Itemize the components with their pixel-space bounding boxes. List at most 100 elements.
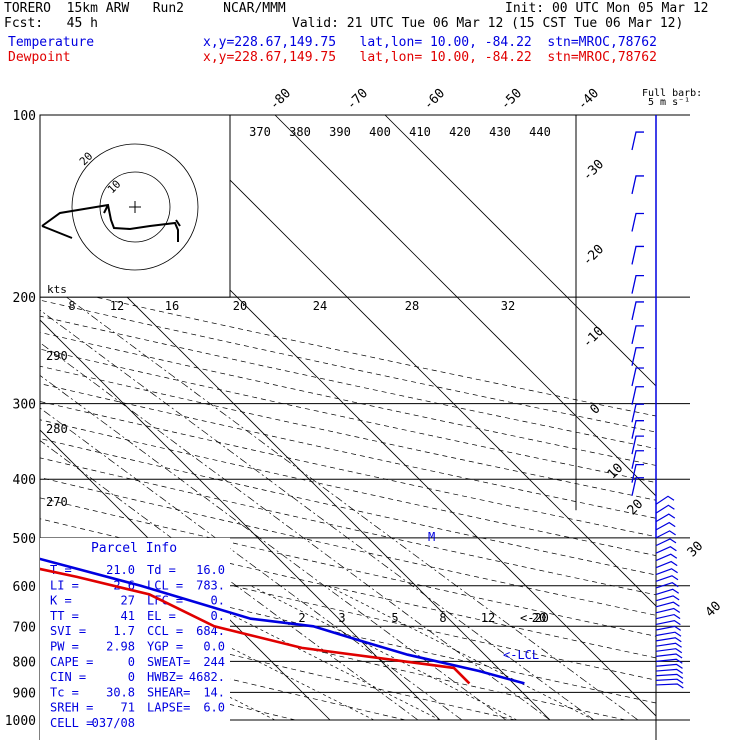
parcel-value: 27 [121,594,135,608]
hodograph-ring [71,143,199,271]
wind-barb [631,347,644,366]
adiabat-label: 280 [46,422,68,436]
adiabat-label: 410 [409,125,431,139]
dry-adiabat [40,284,656,417]
pressure-label: 200 [13,291,36,306]
forecast-hour: Fcst: 45 h [4,16,98,31]
parcel-value: 244 [203,655,225,669]
parcel-key: TT = [50,609,79,623]
wind-barb [655,504,675,514]
pressure-label: 400 [13,473,36,488]
dry-adiabat [40,438,656,576]
isotherm-label: 40 [703,599,725,621]
wind-barb [655,553,678,562]
parcel-key: Tc = [50,685,79,699]
parcel-key: SHEAR= [147,685,190,699]
mixing-ratio-label: 5 [391,611,398,625]
wind-barb [655,648,683,654]
parcel-value: 71 [121,701,135,715]
wind-barb [655,601,680,608]
parcel-key: SWEAT= [147,655,190,669]
speed-label: 24 [313,299,327,313]
barb-unit: 5 m s⁻¹ [648,97,690,108]
wind-barb [631,245,644,265]
wind-barb [631,212,644,232]
model-title: TORERO 15km ARW Run2 NCAR/MMM [4,1,286,16]
wind-barb [655,619,681,626]
parcel-value: 783. [196,578,225,592]
temperature-profile [40,557,525,685]
parcel-title: Parcel Info [91,541,177,556]
parcel-value: 21.0 [106,563,135,577]
wind-barb [655,678,684,684]
adiabat-label: 400 [369,125,391,139]
wind-barb [655,663,683,669]
dry-adiabat [40,332,656,466]
mixing-ratio-label: 2 [298,611,305,625]
dry-adiabat [40,299,656,433]
isotherm-label: -40 [575,86,602,113]
adiabat-label: 370 [249,125,271,139]
pressure-label: 300 [13,398,36,413]
parcel-value: 0 [128,655,135,669]
isotherm-line [274,115,656,497]
parcel-key: HWBZ= [147,670,183,684]
wind-barb [631,274,644,294]
wind-barb [655,588,680,595]
m-label: M [428,530,435,544]
mixing-ratio-label: 12 [481,611,495,625]
parcel-value: 037/08 [92,716,135,730]
wind-barb [655,546,677,554]
parcel-key: CCL = [147,624,183,638]
wind-barb [631,386,644,405]
dewpoint-legend: Dewpoint [8,50,71,65]
isotherm-label: 30 [685,539,707,561]
wind-barb [631,420,644,439]
barb-legend: Full barb: [642,88,702,99]
isotherm-label: 20 [625,497,647,519]
mixing-ratio-label: 20 [532,611,546,625]
parcel-box [40,537,230,740]
adiabat-label: 380 [289,125,311,139]
parcel-key: Td = [147,563,176,577]
mixing-ratio-line [327,585,595,721]
wind-barb [655,513,676,523]
parcel-value: 16.0 [196,563,225,577]
parcel-key: LAPSE= [147,701,190,715]
dry-adiabat [40,608,516,721]
parcel-value: 0 [128,670,135,684]
parcel-key: CELL = [50,716,93,730]
pressure-label: 700 [13,620,36,635]
wind-barb [631,131,644,151]
dry-adiabat [40,562,656,704]
valid-time: Valid: 21 UTC Tue 06 Mar 12 (15 CST Tue … [292,16,684,31]
speed-label: 12 [110,299,124,313]
wind-barb [631,325,644,344]
isotherm-line [40,319,441,721]
pressure-label: 100 [13,109,36,124]
wind-barb [655,560,678,569]
isotherm-line [164,115,656,607]
wind-barb [655,658,683,664]
dry-adiabat [40,539,656,681]
wind-barb [655,495,675,505]
pressure-label: 900 [13,686,36,701]
dry-adiabat [40,348,656,483]
mixing-ratio-line [250,585,518,721]
pressure-label: 600 [13,580,36,595]
isotherm-label: -30 [580,157,607,184]
parcel-value: 6.0 [203,701,225,715]
adiabat-label: 420 [449,125,471,139]
parcel-key: SREH = [50,701,93,715]
parcel-key: PW = [50,640,79,654]
wind-barb [655,631,682,637]
wind-barb [655,582,679,589]
dewpoint-location: x,y=228.67,149.75 lat,lon= 10.00, -84.22… [203,50,657,65]
parcel-value: 0. [211,609,225,623]
pressure-label: 500 [13,532,36,547]
wind-barb [655,530,676,539]
wind-barb [655,595,680,602]
wind-barb [631,367,644,387]
